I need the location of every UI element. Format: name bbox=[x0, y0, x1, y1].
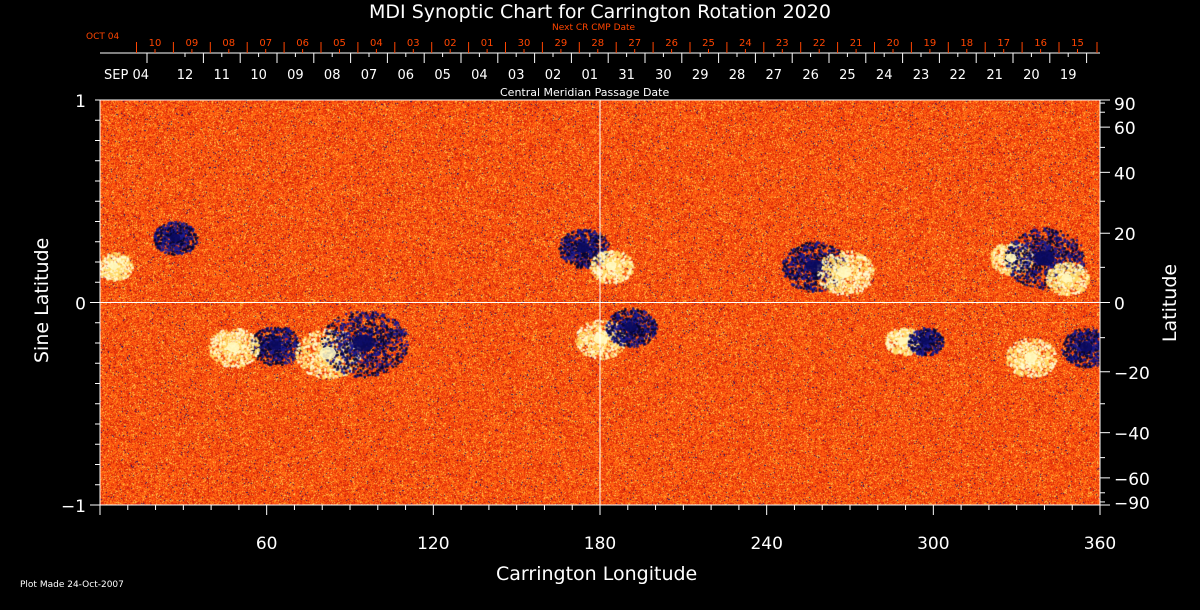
x-tick-label: 360 bbox=[1084, 534, 1116, 554]
next-cr-date-label: 08 bbox=[222, 38, 235, 49]
cmp-date-label: 01 bbox=[582, 68, 599, 83]
active-region-positive bbox=[1024, 352, 1037, 363]
next-cr-date-label: 20 bbox=[887, 38, 900, 49]
active-region-positive bbox=[898, 337, 908, 345]
x-tick-label: 60 bbox=[256, 534, 278, 554]
next-cr-date-label: 30 bbox=[518, 38, 531, 49]
active-region-negative bbox=[577, 242, 590, 253]
cmp-date-label: 22 bbox=[950, 68, 967, 83]
next-cr-date-label: 17 bbox=[997, 38, 1010, 49]
cmp-start-label: SEP 04 bbox=[104, 68, 149, 83]
plot-made-note: Plot Made 24-Oct-2007 bbox=[20, 580, 124, 590]
active-region-negative bbox=[353, 334, 375, 352]
next-cr-date-label: 18 bbox=[960, 38, 973, 49]
cmp-date-label: 20 bbox=[1023, 68, 1040, 83]
active-region-negative bbox=[1079, 342, 1093, 352]
cmp-date-label: 30 bbox=[655, 68, 672, 83]
y-tick-label: 1 bbox=[75, 92, 86, 112]
next-cr-date-label: 16 bbox=[1034, 38, 1047, 49]
active-region-negative bbox=[805, 259, 822, 273]
cmp-date-label: 28 bbox=[729, 68, 746, 83]
active-region-negative bbox=[624, 321, 637, 332]
active-region-positive bbox=[227, 342, 240, 352]
chart-title: MDI Synoptic Chart for Carrington Rotati… bbox=[369, 1, 831, 23]
next-cr-date-label: 21 bbox=[850, 38, 863, 49]
active-region-negative bbox=[169, 233, 181, 242]
active-region-negative bbox=[268, 340, 282, 350]
x-tick-label: 240 bbox=[750, 534, 782, 554]
cmp-date-label: 06 bbox=[398, 68, 415, 83]
x-tick-label: 180 bbox=[584, 534, 616, 554]
next-cr-date-label: 06 bbox=[296, 38, 309, 49]
cmp-date-label: 24 bbox=[876, 68, 893, 83]
active-region-negative bbox=[1034, 250, 1055, 266]
y2-tick-label: −90 bbox=[1114, 494, 1150, 514]
next-cr-date-label: 07 bbox=[259, 38, 272, 49]
cmp-date-label: 08 bbox=[324, 68, 341, 83]
y2-tick-label: 20 bbox=[1114, 225, 1136, 245]
active-region-positive bbox=[1005, 253, 1017, 263]
cmp-date-label: 04 bbox=[471, 68, 488, 83]
y2-tick-label: 90 bbox=[1114, 95, 1136, 115]
cmp-date-label: 11 bbox=[214, 68, 231, 83]
cmp-date-label: 25 bbox=[839, 68, 856, 83]
cmp-date-label: 12 bbox=[177, 68, 194, 83]
next-cr-date-label: 26 bbox=[665, 38, 678, 49]
y2-tick-label: −40 bbox=[1114, 425, 1150, 445]
cmp-date-label: 09 bbox=[287, 68, 304, 83]
y-tick-label: 0 bbox=[75, 295, 86, 315]
y2-tick-label: 0 bbox=[1114, 295, 1125, 315]
active-region-positive bbox=[319, 346, 336, 360]
next-cr-start-label: OCT 04 bbox=[86, 32, 120, 42]
next-cr-date-label: 29 bbox=[555, 38, 568, 49]
cmp-date-label: 27 bbox=[766, 68, 783, 83]
next-cr-date-label: 24 bbox=[739, 38, 752, 49]
x-axis-label: Carrington Longitude bbox=[496, 563, 698, 585]
x-tick-label: 120 bbox=[417, 534, 449, 554]
active-region-positive bbox=[109, 262, 119, 270]
next-cr-date-label: 15 bbox=[1071, 38, 1084, 49]
y-tick-label: −1 bbox=[61, 497, 86, 517]
active-region-positive bbox=[837, 266, 852, 278]
next-cr-date-label: 27 bbox=[628, 38, 641, 49]
cmp-date-label: 10 bbox=[250, 68, 267, 83]
cmp-date-label: 26 bbox=[802, 68, 819, 83]
next-cr-date-label: 01 bbox=[481, 38, 494, 49]
y2-tick-label: −20 bbox=[1114, 364, 1150, 384]
y2-tick-label: −60 bbox=[1114, 470, 1150, 490]
cmp-date-label: 02 bbox=[545, 68, 562, 83]
next-cr-date-label: 09 bbox=[186, 38, 199, 49]
next-cr-date-label: 03 bbox=[407, 38, 420, 49]
next-cr-axis-label: Next CR CMP Date bbox=[552, 23, 636, 33]
cmp-date-label: 03 bbox=[508, 68, 525, 83]
active-region-positive bbox=[605, 261, 617, 271]
cmp-date-label: 23 bbox=[913, 68, 930, 83]
next-cr-date-label: 25 bbox=[702, 38, 715, 49]
y2-axis-label: Latitude bbox=[1159, 263, 1181, 343]
cmp-date-label: 29 bbox=[692, 68, 709, 83]
next-cr-date-label: 28 bbox=[591, 38, 604, 49]
cmp-date-label: 31 bbox=[618, 68, 635, 83]
x-tick-label: 300 bbox=[917, 534, 949, 554]
next-cr-date-label: 19 bbox=[924, 38, 937, 49]
y-axis-label: Sine Latitude bbox=[31, 237, 53, 363]
cmp-axis-label: Central Meridian Passage Date bbox=[500, 86, 670, 99]
active-region-positive bbox=[1061, 274, 1073, 283]
active-region-negative bbox=[920, 337, 930, 345]
cmp-date-label: 07 bbox=[361, 68, 378, 83]
next-cr-date-label: 23 bbox=[776, 38, 789, 49]
next-cr-date-label: 02 bbox=[444, 38, 457, 49]
cmp-date-label: 19 bbox=[1060, 68, 1077, 83]
next-cr-date-label: 10 bbox=[149, 38, 162, 49]
next-cr-date-label: 05 bbox=[333, 38, 346, 49]
cmp-date-label: 05 bbox=[434, 68, 451, 83]
cmp-date-label: 21 bbox=[986, 68, 1003, 83]
next-cr-date-label: 04 bbox=[370, 38, 383, 49]
y2-tick-label: 40 bbox=[1114, 164, 1136, 184]
next-cr-date-label: 22 bbox=[813, 38, 826, 49]
y2-tick-label: 60 bbox=[1114, 119, 1136, 139]
